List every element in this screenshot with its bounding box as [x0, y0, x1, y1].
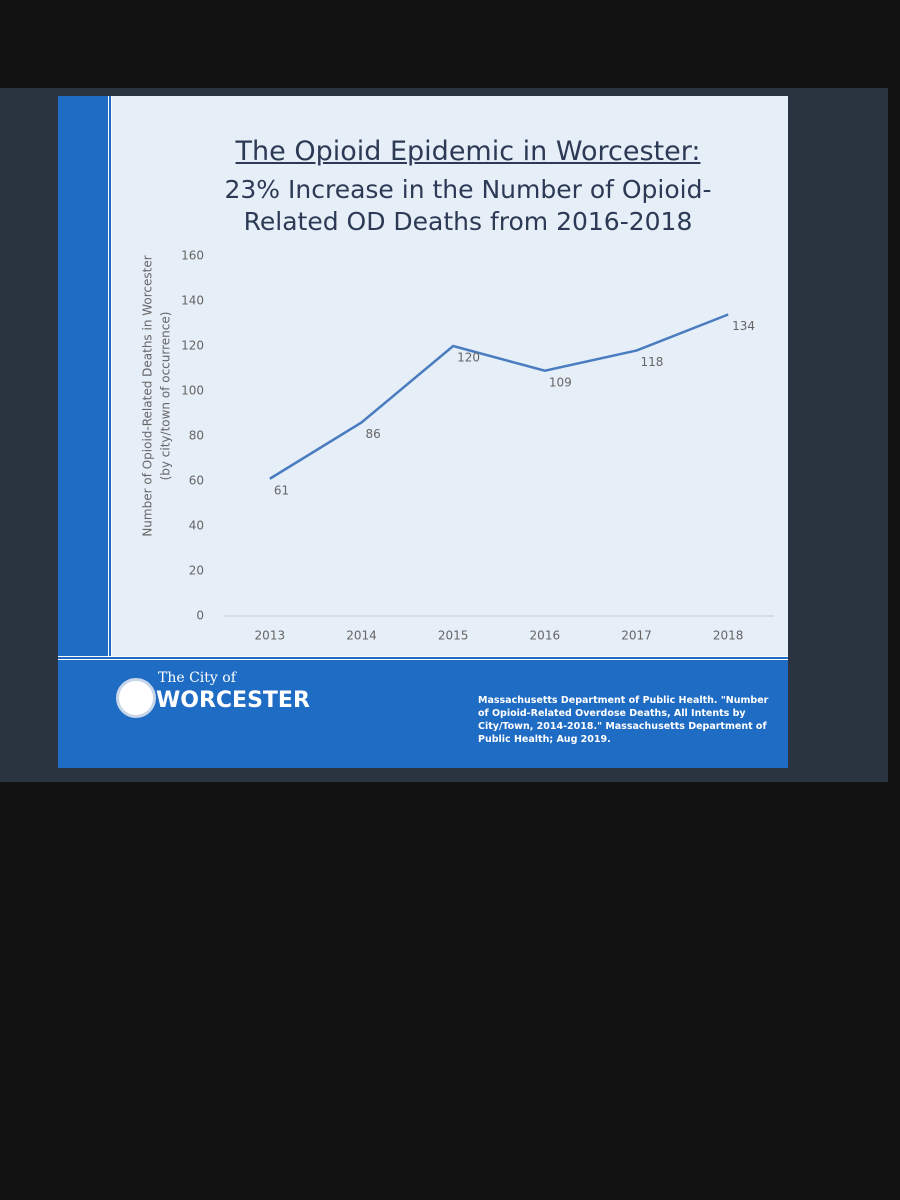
y-tick-label: 140 [181, 294, 204, 308]
slide: The Opioid Epidemic in Worcester: 23% In… [58, 96, 788, 768]
x-tick-label: 2013 [255, 629, 286, 643]
y-tick-label: 160 [181, 249, 204, 263]
x-tick-label: 2015 [438, 629, 469, 643]
y-tick-label: 0 [196, 609, 204, 623]
x-tick-label: 2016 [530, 629, 561, 643]
slide-title: The Opioid Epidemic in Worcester: [235, 136, 701, 167]
city-name: WORCESTER [156, 688, 310, 713]
y-tick-label: 40 [189, 519, 204, 533]
city-prefix: The City of [158, 670, 236, 686]
footer: The City of WORCESTER Massachusetts Depa… [58, 656, 788, 768]
data-label: 109 [549, 375, 572, 389]
y-axis-note: (by city/town of occurrence) [159, 312, 173, 481]
x-tick-label: 2014 [346, 629, 377, 643]
data-label: 134 [732, 319, 755, 333]
slide-subtitle: 23% Increase in the Number of Opioid-Rel… [224, 175, 712, 236]
y-tick-label: 120 [181, 339, 204, 353]
data-line [269, 313, 729, 480]
data-label: 120 [457, 351, 480, 365]
data-label: 118 [641, 355, 664, 369]
chart: Number of Opioid-Related Deaths in Worce… [141, 249, 774, 643]
data-label: 86 [366, 427, 381, 441]
x-tick-label: 2018 [713, 629, 744, 643]
source-citation: Massachusetts Department of Public Healt… [478, 695, 769, 745]
city-seal [116, 678, 156, 718]
data-label: 61 [274, 483, 289, 497]
y-tick-label: 20 [189, 564, 204, 578]
y-tick-label: 60 [189, 474, 204, 488]
x-tick-label: 2017 [621, 629, 652, 643]
y-tick-label: 100 [181, 384, 204, 398]
y-axis-label: Number of Opioid-Related Deaths in Worce… [141, 255, 155, 536]
y-tick-label: 80 [189, 429, 204, 443]
